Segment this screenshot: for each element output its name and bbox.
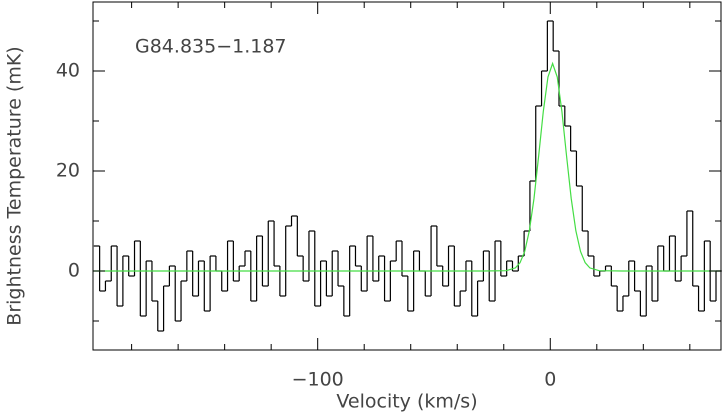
y-tick-label: 40 xyxy=(56,60,80,82)
annotation: G84.835−1.187 xyxy=(135,36,287,58)
x-tick-label: 0 xyxy=(544,369,556,391)
y-tick-label: 0 xyxy=(68,260,80,282)
x-axis-label: Velocity (km/s) xyxy=(336,391,477,413)
x-tick-label: −100 xyxy=(292,369,344,391)
plot-frame xyxy=(92,1,722,351)
y-axis-label: Brightness Temperature (mK) xyxy=(4,46,26,325)
y-tick-label: 20 xyxy=(56,160,80,182)
step-connector xyxy=(99,21,717,331)
fit-line xyxy=(93,61,721,272)
